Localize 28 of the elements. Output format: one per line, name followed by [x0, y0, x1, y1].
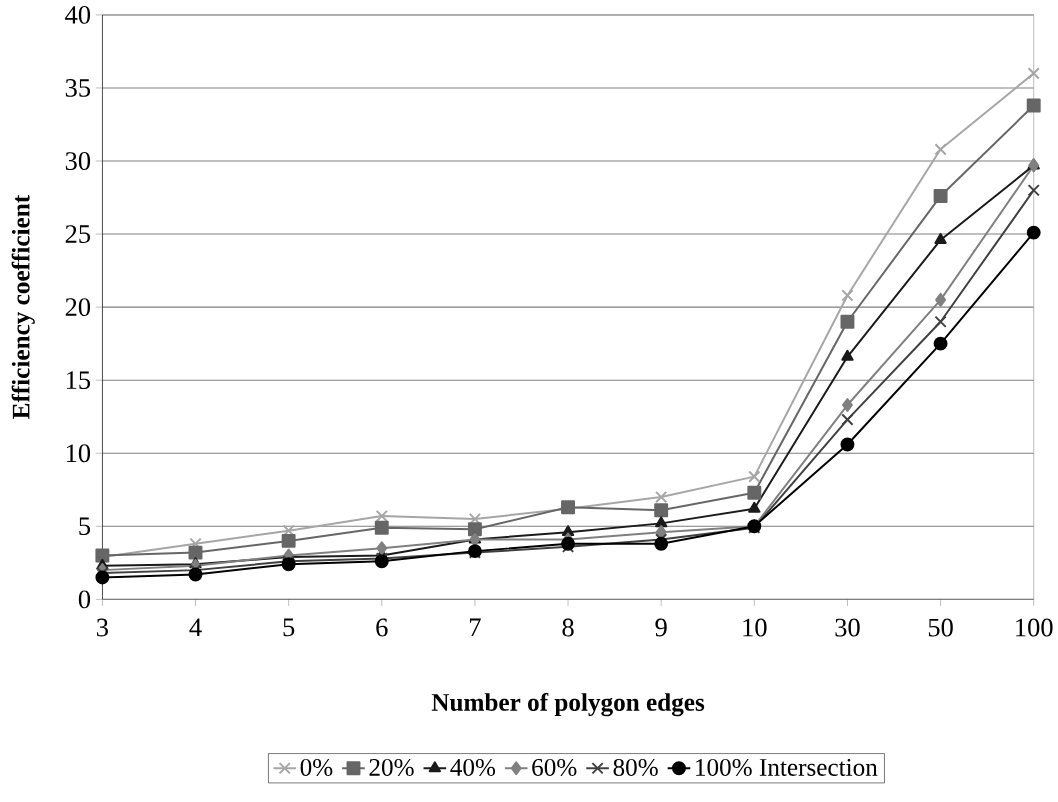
legend-label: 80%: [613, 758, 658, 776]
x-tick-label: 8: [562, 618, 574, 637]
y-tick-label: 35: [65, 79, 91, 97]
legend-label: 100% Intersection: [696, 758, 878, 776]
x-tick-label: 4: [189, 618, 202, 637]
y-tick-label: 25: [65, 225, 91, 243]
x-tick-label: 10: [743, 618, 767, 637]
x-tick-label: 7: [470, 618, 481, 636]
y-tick-label: 20: [65, 298, 91, 317]
y-axis-title: Efficiency coefficient: [11, 194, 35, 419]
legend-label: 0%: [300, 758, 333, 776]
x-tick-label: 50: [928, 618, 953, 637]
y-tick-label: 5: [79, 517, 91, 536]
y-tick-label: 10: [66, 444, 91, 463]
legend-label: 20%: [369, 758, 414, 776]
legend-label: 60%: [532, 758, 577, 776]
x-axis-title: Number of polygon edges: [431, 692, 705, 717]
x-tick-label: 100: [1016, 618, 1053, 637]
y-tick-label: 40: [65, 5, 91, 24]
y-tick-label: 15: [66, 371, 91, 389]
y-tick-label: 30: [65, 152, 91, 170]
y-tick-label: 0: [78, 590, 91, 609]
x-tick-label: 30: [835, 618, 860, 637]
legend-label: 40%: [450, 758, 496, 776]
x-tick-label: 3: [97, 618, 108, 637]
x-tick-label: 5: [283, 618, 295, 637]
x-tick-label: 6: [376, 618, 388, 637]
x-tick-label: 9: [655, 618, 667, 637]
